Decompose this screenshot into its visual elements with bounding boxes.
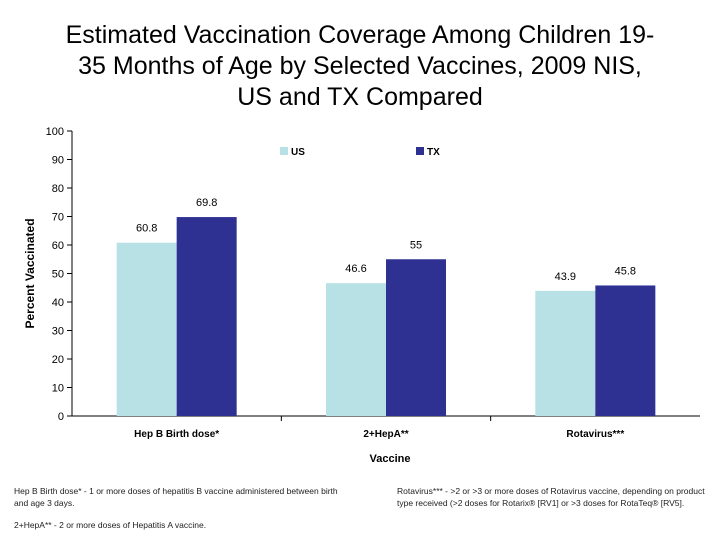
- y-tick-label: 70: [52, 212, 64, 224]
- legend-swatch-tx: [416, 147, 424, 155]
- chart-title: Estimated Vaccination Coverage Among Chi…: [20, 20, 700, 113]
- title-line: US and TX Compared: [237, 83, 483, 111]
- y-tick-label: 0: [58, 411, 64, 423]
- bar-chart: 0 10 20 30 40 50 60 70 80 90 100 60.8 69.8 Hep B Birt…: [23, 126, 700, 465]
- data-label: 43.9: [555, 271, 576, 283]
- bar-us: [535, 290, 596, 416]
- y-tick-label: 90: [52, 155, 64, 167]
- footnote-right: Rotavirus*** - >2 or >3 or more doses of…: [397, 485, 717, 519]
- data-label: 55: [410, 239, 422, 251]
- y-tick-label: 80: [52, 183, 64, 195]
- footnote-rotavirus: Rotavirus*** - >2 or >3 or more doses of…: [397, 486, 705, 508]
- y-tick-label: 30: [52, 326, 64, 338]
- data-label: 45.8: [615, 265, 636, 277]
- data-label: 46.6: [345, 263, 366, 275]
- data-label: 69.8: [196, 197, 217, 209]
- bar-tx: [595, 285, 656, 416]
- y-tick-label: 40: [52, 297, 64, 309]
- y-tick-label: 50: [52, 269, 64, 281]
- y-tick-label: 60: [52, 240, 64, 252]
- legend-label-us: US: [291, 147, 305, 158]
- legend-swatch-us: [280, 147, 288, 155]
- x-tick-label: Hep B Birth dose*: [134, 429, 219, 440]
- title-line: 35 Months of Age by Selected Vaccines, 2…: [78, 52, 642, 80]
- title-line: Estimated Vaccination Coverage Among Chi…: [65, 21, 655, 49]
- y-tick-label: 100: [46, 126, 64, 138]
- footnote-hepa: 2+HepA** - 2 or more doses of Hepatitis …: [14, 520, 207, 530]
- x-axis-title: Vaccine: [370, 453, 411, 465]
- y-axis-title: Percent Vaccinated: [23, 218, 37, 328]
- x-tick-label: 2+HepA**: [363, 429, 408, 440]
- bar-tx: [386, 259, 446, 416]
- bar-tx: [176, 217, 237, 416]
- footnote-left: Hep B Birth dose* - 1 or more doses of h…: [14, 485, 344, 541]
- bar-us: [116, 242, 177, 416]
- footnote-hepb: Hep B Birth dose* - 1 or more doses of h…: [14, 486, 338, 508]
- x-tick-label: Rotavirus***: [566, 429, 624, 440]
- y-tick-label: 10: [52, 383, 64, 395]
- y-tick-label: 20: [52, 354, 64, 366]
- legend-label-tx: TX: [427, 147, 440, 158]
- data-label: 60.8: [136, 223, 157, 235]
- bar-us: [326, 283, 386, 416]
